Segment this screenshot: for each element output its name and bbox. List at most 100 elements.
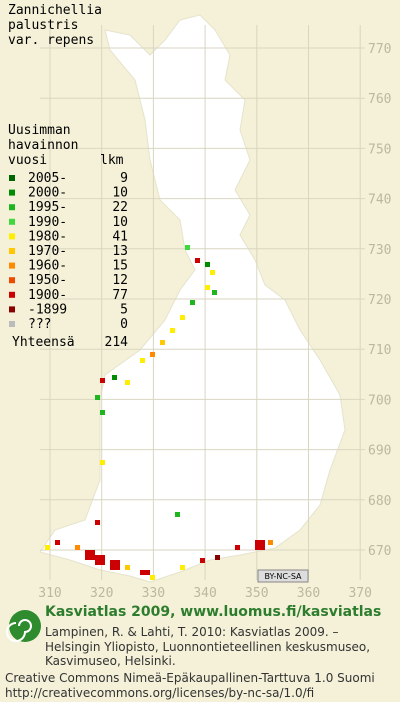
legend-swatch — [9, 189, 15, 196]
title: palustris — [8, 18, 78, 33]
legend-count: 0 — [120, 317, 128, 332]
obs — [268, 540, 273, 545]
legend-label: -1899 — [28, 302, 67, 317]
legend-header: vuosi — [8, 153, 47, 168]
legend-count: 13 — [112, 244, 128, 259]
legend-count: 22 — [112, 200, 128, 215]
legend-label: 1970- — [28, 244, 67, 259]
legend-label: 2000- — [28, 186, 67, 201]
obs — [95, 395, 100, 400]
grid-label: 340 — [193, 586, 216, 600]
grid-label: 730 — [368, 243, 391, 258]
obs — [95, 555, 105, 565]
grid-label: 770 — [368, 42, 391, 57]
footer-heading: Kasviatlas 2009, www.luomus.fi/kasviatla… — [45, 604, 382, 620]
obs — [85, 550, 95, 560]
obs — [185, 245, 190, 250]
title: var. repens — [8, 33, 94, 48]
grid-label: 720 — [368, 293, 391, 308]
obs — [180, 565, 185, 570]
obs — [55, 540, 60, 545]
obs — [160, 340, 165, 345]
legend-swatch — [9, 218, 15, 225]
citation: Kasvimuseo, Helsinki. — [45, 654, 176, 668]
grid-label: 750 — [368, 142, 391, 157]
grid-label: 680 — [368, 494, 391, 509]
logo — [6, 610, 41, 642]
obs — [212, 290, 217, 295]
obs — [150, 352, 155, 357]
grid-label: 320 — [90, 586, 113, 600]
citation: Helsingin Yliopisto, Luonnontieteellinen… — [45, 640, 371, 654]
total-count: 214 — [105, 335, 129, 350]
obs — [195, 258, 200, 263]
obs — [205, 285, 210, 290]
obs — [200, 558, 205, 563]
obs — [45, 545, 50, 550]
obs — [140, 570, 150, 575]
obs — [110, 560, 120, 570]
legend-swatch — [9, 277, 15, 284]
legend-swatch — [9, 321, 15, 327]
obs — [125, 380, 130, 385]
citation: Lampinen, R. & Lahti, T. 2010: Kasviatla… — [45, 625, 339, 639]
grid-label: 700 — [368, 393, 391, 408]
obs — [235, 545, 240, 550]
legend-swatch — [9, 233, 15, 240]
license-badge — [257, 569, 309, 583]
grid-label: 740 — [368, 193, 391, 208]
legend-label: 1960- — [28, 259, 67, 274]
legend-count: 9 — [120, 171, 128, 186]
legend-count: 77 — [112, 288, 128, 303]
obs — [140, 358, 145, 363]
obs — [112, 375, 117, 380]
legend-label: 1995- — [28, 200, 67, 215]
grid — [40, 25, 365, 580]
legend-label: 1900- — [28, 288, 67, 303]
legend-label: 1950- — [28, 273, 67, 288]
logo-circle — [9, 610, 41, 642]
legend-count: 10 — [112, 215, 128, 230]
obs — [205, 262, 210, 267]
grid-label: 760 — [368, 92, 391, 107]
obs — [255, 540, 265, 550]
legend-swatch — [9, 175, 15, 181]
badge-text: BY-NC-SA — [264, 572, 302, 581]
title: Zannichellia — [8, 3, 102, 18]
grid-label: 690 — [368, 444, 391, 459]
obs — [125, 565, 130, 570]
legend-header: lkm — [100, 153, 124, 168]
grid-label: 670 — [368, 544, 391, 559]
legend-count: 10 — [112, 186, 128, 201]
obs — [175, 512, 180, 517]
obs — [190, 300, 195, 305]
legend-swatch — [9, 291, 15, 298]
grid-label: 360 — [297, 586, 320, 600]
total-label: Yhteensä — [12, 335, 75, 350]
obs — [150, 575, 155, 580]
obs — [170, 328, 175, 333]
legend-count: 41 — [112, 229, 128, 244]
grid-label: 310 — [38, 586, 61, 600]
legend-count: 15 — [112, 259, 128, 274]
grid-label: 330 — [142, 586, 165, 600]
license: http://creativecommons.org/licenses/by-n… — [5, 686, 315, 700]
legend-swatch — [9, 248, 15, 254]
logo-spiral — [6, 619, 32, 642]
legend-header: havainnon — [8, 138, 78, 153]
legend-label: 2005- — [28, 171, 67, 186]
obs — [100, 460, 105, 465]
legend-count: 5 — [120, 302, 128, 317]
obs — [210, 270, 215, 275]
license: Creative Commons Nimeä-Epäkaupallinen-Ta… — [5, 671, 375, 685]
obs — [100, 410, 105, 415]
legend-swatch — [9, 306, 15, 313]
grid-label: 370 — [348, 586, 371, 600]
legend-swatch — [9, 262, 15, 269]
grid-label: 350 — [245, 586, 268, 600]
legend-count: 12 — [112, 273, 128, 288]
obs — [100, 378, 105, 383]
